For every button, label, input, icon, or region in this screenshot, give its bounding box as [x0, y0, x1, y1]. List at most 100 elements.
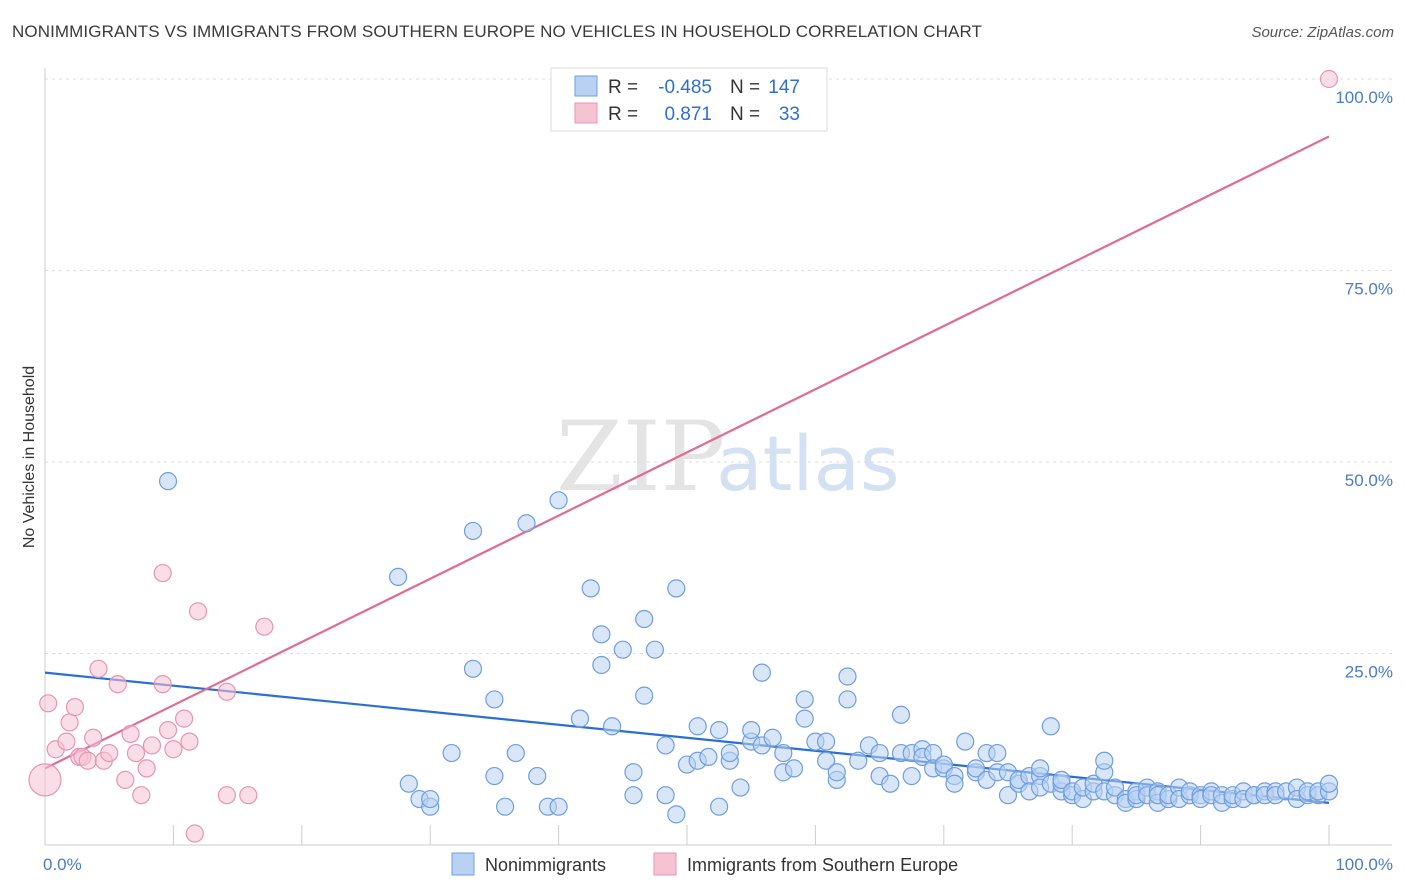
legend-swatch-pink — [574, 102, 598, 124]
point-nonimmigrants-76 — [956, 732, 975, 751]
legend-r-value-1: -0.485 — [658, 77, 712, 98]
point-nonimmigrants-0 — [158, 472, 178, 491]
point-immigrants-27 — [188, 602, 208, 621]
point-nonimmigrants-63 — [881, 774, 900, 793]
point-nonimmigrants-44 — [752, 663, 772, 682]
grid-lines — [45, 78, 1392, 654]
point-nonimmigrants-25 — [624, 763, 643, 782]
point-immigrants-26 — [185, 824, 204, 843]
trend-line-immigrants — [44, 135, 1330, 770]
point-nonimmigrants-40 — [720, 743, 739, 763]
series-nonimmigrants — [158, 472, 1339, 824]
watermark-zip: ZIP — [556, 401, 725, 513]
point-immigrants-25 — [180, 732, 199, 751]
point-nonimmigrants-62 — [870, 743, 889, 763]
axis-ticks: 100.0% 75.0% 50.0% 25.0% 0.0% 100.0% — [43, 88, 1393, 874]
point-nonimmigrants-41 — [731, 778, 750, 797]
point-nonimmigrants-11 — [496, 797, 515, 816]
point-immigrants-3 — [57, 732, 76, 751]
point-nonimmigrants-7 — [463, 521, 483, 541]
point-nonimmigrants-27 — [635, 686, 654, 705]
point-nonimmigrants-36 — [699, 747, 718, 767]
point-immigrants-5 — [65, 698, 85, 717]
bottom-legend-swatch-pink — [653, 852, 677, 876]
point-immigrants-20 — [153, 563, 172, 583]
point-nonimmigrants-93 — [1041, 717, 1060, 736]
point-nonimmigrants-12 — [506, 743, 525, 763]
legend-r-value-2: 0.871 — [664, 104, 712, 125]
point-nonimmigrants-54 — [816, 751, 836, 770]
point-immigrants-23 — [164, 740, 183, 759]
point-immigrants-12 — [100, 743, 119, 763]
point-nonimmigrants-82 — [988, 743, 1007, 763]
point-nonimmigrants-107 — [1105, 778, 1125, 797]
watermark-atlas: atlas — [716, 419, 900, 508]
point-immigrants-1 — [39, 694, 58, 713]
point-immigrants-19 — [142, 736, 162, 755]
series-immigrants — [28, 69, 1339, 843]
legend: R = -0.485 N = 147 R = 0.871 N = 33 — [550, 67, 828, 132]
point-immigrants-28 — [217, 682, 236, 701]
point-immigrants-14 — [116, 770, 135, 789]
point-nonimmigrants-75 — [945, 774, 964, 793]
source-credit: Source: ZipAtlas.com — [1251, 24, 1394, 41]
point-nonimmigrants-28 — [645, 640, 665, 659]
point-nonimmigrants-66 — [902, 766, 921, 786]
point-immigrants-32 — [1319, 69, 1339, 89]
point-nonimmigrants-10 — [485, 690, 504, 709]
point-nonimmigrants-43 — [742, 720, 761, 740]
point-nonimmigrants-65 — [891, 705, 911, 724]
point-nonimmigrants-13 — [517, 514, 536, 533]
point-nonimmigrants-58 — [838, 690, 857, 709]
point-immigrants-4 — [60, 713, 79, 732]
point-nonimmigrants-51 — [795, 690, 814, 709]
point-nonimmigrants-38 — [709, 797, 729, 816]
point-nonimmigrants-9 — [485, 766, 504, 786]
point-immigrants-15 — [121, 724, 140, 744]
point-nonimmigrants-17 — [549, 491, 568, 510]
point-nonimmigrants-47 — [774, 743, 793, 763]
point-immigrants-13 — [108, 675, 127, 694]
point-nonimmigrants-2 — [399, 774, 418, 793]
point-nonimmigrants-21 — [592, 625, 611, 644]
legend-n-value-2: 33 — [779, 104, 800, 125]
point-nonimmigrants-57 — [838, 667, 857, 686]
point-nonimmigrants-78 — [966, 759, 986, 778]
point-nonimmigrants-26 — [635, 609, 654, 629]
point-nonimmigrants-31 — [667, 805, 686, 824]
point-nonimmigrants-20 — [592, 655, 611, 675]
point-nonimmigrants-90 — [1030, 759, 1050, 778]
point-nonimmigrants-59 — [849, 751, 868, 770]
bottom-legend-nonimmigrants: Nonimmigrants — [485, 855, 606, 875]
point-immigrants-21 — [153, 675, 172, 694]
point-immigrants-31 — [255, 617, 274, 636]
legend-n-label-2: N = — [730, 104, 760, 125]
legend-n-value-1: 147 — [768, 77, 800, 98]
bottom-legend-immigrants: Immigrants from Southern Europe — [687, 855, 958, 875]
point-immigrants-22 — [158, 720, 178, 740]
point-immigrants-0 — [28, 763, 62, 797]
point-immigrants-18 — [137, 759, 156, 778]
point-immigrants-29 — [217, 786, 236, 805]
chart-title: NONIMMIGRANTS VS IMMIGRANTS FROM SOUTHER… — [12, 22, 983, 41]
point-nonimmigrants-29 — [656, 736, 675, 755]
y-tick-label-0: 100.0% — [1335, 88, 1393, 107]
point-nonimmigrants-34 — [688, 717, 707, 736]
point-nonimmigrants-14 — [528, 766, 547, 786]
point-nonimmigrants-105 — [1095, 751, 1114, 770]
legend-n-label-1: N = — [730, 77, 760, 98]
bottom-legend: Nonimmigrants Immigrants from Southern E… — [451, 852, 958, 876]
point-nonimmigrants-53 — [816, 732, 836, 751]
y-tick-label-2: 50.0% — [1345, 471, 1393, 490]
x-tick-label-1: 100.0% — [1335, 855, 1393, 874]
point-nonimmigrants-19 — [581, 579, 600, 598]
y-tick-label-1: 75.0% — [1345, 280, 1393, 299]
point-nonimmigrants-30 — [656, 786, 675, 805]
point-nonimmigrants-1 — [389, 567, 408, 587]
point-nonimmigrants-8 — [463, 659, 483, 678]
point-immigrants-24 — [175, 709, 194, 728]
point-nonimmigrants-24 — [624, 786, 643, 805]
point-nonimmigrants-46 — [763, 728, 782, 747]
point-nonimmigrants-18 — [570, 709, 590, 728]
